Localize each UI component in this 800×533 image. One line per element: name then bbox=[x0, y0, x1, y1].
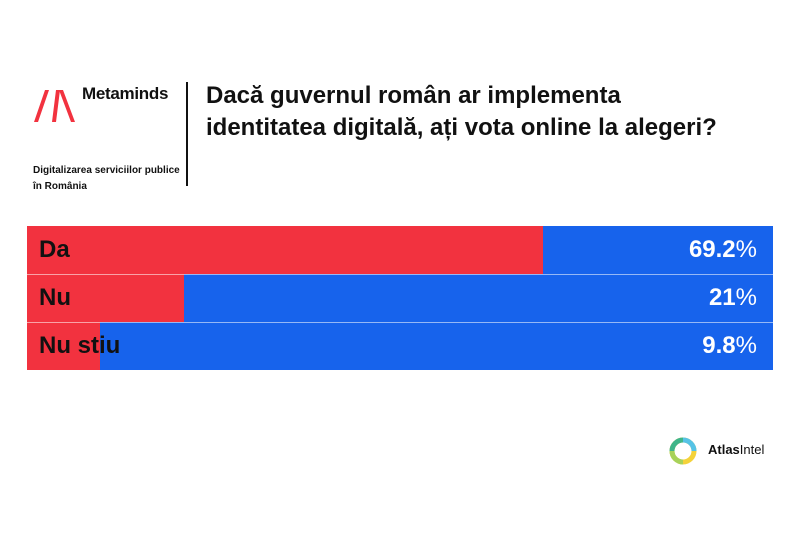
chart-title: Dacă guvernul român ar implementa identi… bbox=[206, 80, 717, 144]
metaminds-logo-icon bbox=[34, 90, 75, 122]
brand-name: Metaminds bbox=[82, 84, 169, 103]
subtitle-line: în România bbox=[33, 181, 87, 192]
atlasintel-name-bold: Atlas bbox=[708, 442, 740, 457]
bar-chart: Da 69.2% Nu 21% Nu stiu 9.8% bbox=[27, 226, 773, 370]
row-divider bbox=[27, 274, 773, 275]
bar-remainder bbox=[27, 322, 773, 370]
value-suffix: % bbox=[735, 332, 757, 359]
category-label: Da bbox=[39, 236, 70, 263]
value-number: 69.2 bbox=[688, 236, 736, 263]
value-suffix: % bbox=[735, 236, 757, 263]
value-number: 9.8 bbox=[702, 332, 736, 359]
chart-title-line: identitatea digitală, ați vota online la… bbox=[206, 114, 717, 141]
bar bbox=[27, 226, 544, 274]
row-divider bbox=[27, 322, 773, 323]
atlasintel-name-rest: Intel bbox=[739, 442, 765, 457]
value-number: 21 bbox=[708, 284, 736, 311]
value-suffix: % bbox=[735, 284, 757, 311]
category-label: Nu bbox=[39, 284, 71, 311]
bar bbox=[27, 322, 101, 370]
value-label: 69.2% bbox=[689, 226, 757, 274]
bar-row: Da 69.2% bbox=[27, 226, 773, 274]
chart-title-line: Dacă guvernul român ar implementa bbox=[206, 82, 621, 109]
category-label: Nu stiu bbox=[39, 332, 121, 359]
atlasintel-name: AtlasIntel bbox=[708, 442, 764, 457]
atlasintel-logo-icon bbox=[669, 437, 697, 465]
subtitle-line: Digitalizarea serviciilor publice bbox=[33, 165, 180, 176]
bar-row: Nu 21% bbox=[27, 274, 773, 322]
value-label: 9.8% bbox=[702, 322, 757, 370]
header-divider bbox=[186, 82, 188, 186]
subtitle: Digitalizarea serviciilor publice în Rom… bbox=[33, 163, 183, 195]
bar bbox=[27, 274, 184, 322]
value-label: 21% bbox=[709, 274, 757, 322]
bar-row: Nu stiu 9.8% bbox=[27, 322, 773, 370]
